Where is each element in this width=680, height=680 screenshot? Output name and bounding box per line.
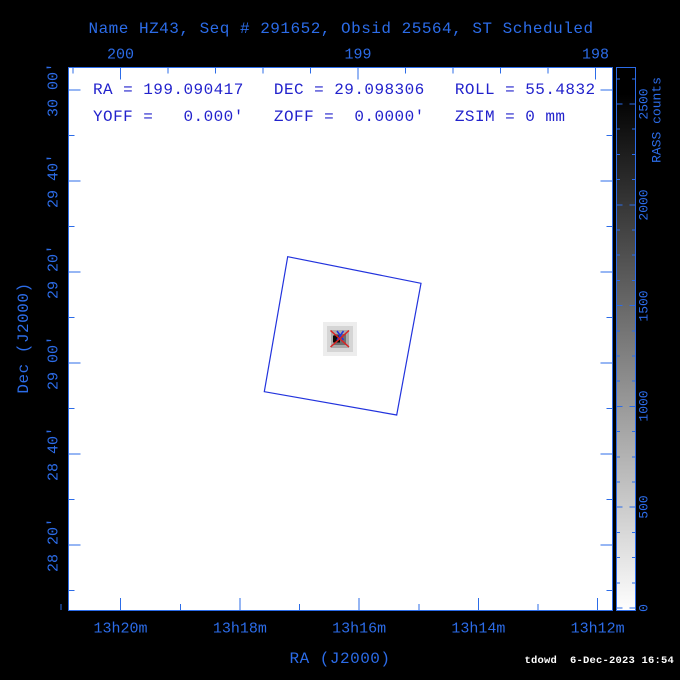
x-tick-label: 13h14m: [451, 620, 506, 638]
colorbar-tick-label: 1000: [636, 390, 652, 422]
target-marker-group: [323, 322, 357, 356]
colorbar-tick-label: 2000: [636, 189, 652, 221]
source-core-black: [333, 335, 340, 343]
y-tick-label: 29 20': [45, 244, 63, 300]
colorbar-tick-label: 2500: [636, 88, 652, 120]
colorbar-gradient: [616, 67, 636, 610]
target-x-marker: [330, 329, 350, 348]
x-axis-title: RA (J2000): [289, 650, 391, 668]
pointing-info-line2: YOFF = 0.000' ZOFF = 0.0000' ZSIM = 0 mm: [93, 108, 566, 126]
plot-title: Name HZ43, Seq # 291652, Obsid 25564, ST…: [88, 20, 594, 38]
y-tick-label: 29 00': [45, 335, 63, 391]
plot-frame: [68, 67, 613, 611]
x-tick-label: 13h12m: [570, 620, 625, 638]
footer-user-timestamp: tdowd 6-Dec-2023 16:54: [524, 654, 674, 667]
axis-ticks: [60, 67, 636, 610]
colorbar-frame: [616, 67, 636, 611]
top-tick-label: 200: [106, 46, 135, 64]
y-axis-title: Dec (J2000): [15, 282, 33, 394]
y-tick-label: 28 40': [45, 426, 63, 482]
aimpoint-marker: [336, 330, 345, 341]
x-tick-label: 13h20m: [93, 620, 148, 638]
y-tick-label: 29 40': [45, 153, 63, 209]
colorbar-tick-label: 500: [636, 495, 652, 519]
fov-outline: [263, 255, 422, 416]
x-tick-label: 13h16m: [332, 620, 387, 638]
x-tick-label: 13h18m: [212, 620, 267, 638]
colorbar-tick-label: 0: [636, 604, 652, 612]
top-tick-label: 199: [344, 46, 372, 64]
top-tick-label: 198: [581, 46, 610, 64]
colorbar-tick-label: 1500: [636, 289, 652, 322]
y-tick-label: 30 00': [45, 62, 63, 118]
colorbar-title: RASS counts: [649, 77, 665, 163]
y-tick-label: 28 20': [45, 517, 63, 573]
pointing-info-line1: RA = 199.090417 DEC = 29.098306 ROLL = 5…: [93, 81, 596, 99]
